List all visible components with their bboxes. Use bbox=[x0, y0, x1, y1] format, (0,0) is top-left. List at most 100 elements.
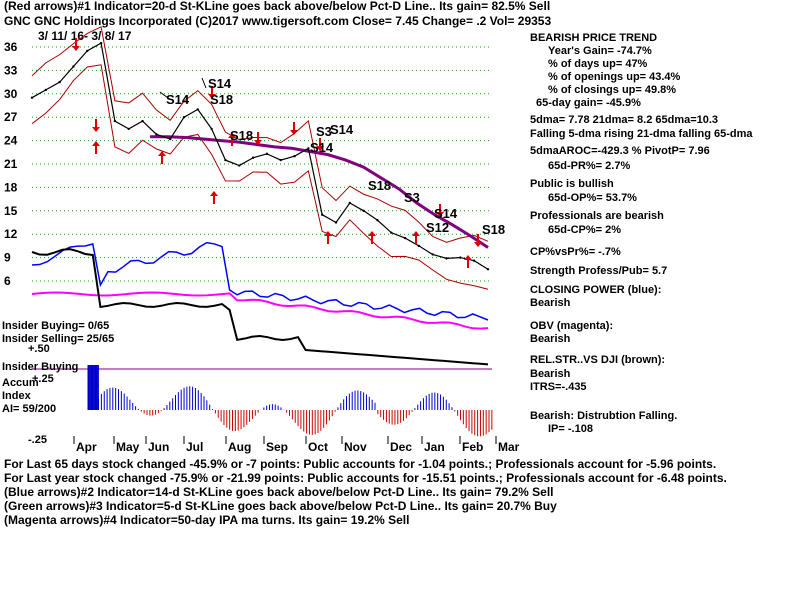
falling-line: Falling 5-dma rising 21-dma falling 65-d… bbox=[530, 128, 753, 140]
plus50-label: +.50 bbox=[28, 343, 50, 355]
price-point bbox=[141, 119, 144, 123]
price-point bbox=[113, 119, 117, 123]
index-label: Index bbox=[2, 390, 31, 402]
price-point bbox=[127, 127, 130, 131]
x-tick-label: Jul bbox=[186, 440, 203, 454]
signal-arrow-head bbox=[158, 151, 166, 156]
closing-power-series bbox=[31, 241, 489, 321]
signal-arrow-head bbox=[412, 231, 420, 236]
y-tick-label: 6 bbox=[4, 274, 11, 288]
stat-line: Year's Gain= -74.7% bbox=[548, 45, 652, 57]
price-point bbox=[279, 158, 282, 162]
price-point bbox=[238, 164, 241, 167]
x-tick-label: Feb bbox=[462, 440, 483, 454]
obv-value: Bearish bbox=[530, 333, 571, 345]
lower-band bbox=[31, 64, 489, 290]
strength-line: Strength Profess/Pub= 5.7 bbox=[530, 265, 668, 277]
obv-line bbox=[31, 291, 489, 330]
signal-arrow-head bbox=[290, 130, 298, 135]
ma-series bbox=[150, 135, 489, 249]
signal-pointer bbox=[201, 77, 207, 89]
price-point bbox=[472, 259, 476, 262]
indicator-2-text: (Blue arrows)#2 Indicator=14-d St-KLine … bbox=[4, 485, 554, 499]
op-line: 65d-OP%= 53.7% bbox=[548, 192, 637, 204]
x-tick-label: Sep bbox=[266, 440, 288, 454]
signal-label: S14 bbox=[310, 140, 334, 155]
signal-arrow-head bbox=[92, 141, 100, 146]
y-tick-label: 18 bbox=[4, 180, 18, 194]
signal-arrow-head bbox=[436, 212, 444, 217]
price-point bbox=[265, 152, 269, 156]
signal-label: S3 bbox=[316, 124, 332, 139]
trend-title: BEARISH PRICE TREND bbox=[530, 32, 658, 44]
price-line bbox=[30, 41, 490, 271]
price-point bbox=[459, 256, 462, 259]
stat-line: % of closings up= 49.8% bbox=[548, 84, 677, 96]
y-tick-label: 12 bbox=[4, 227, 18, 241]
pros-line: Professionals are bearish bbox=[530, 210, 664, 222]
y-tick-label: 33 bbox=[4, 63, 18, 77]
price-series bbox=[31, 42, 489, 270]
price-point bbox=[30, 96, 34, 99]
public-line: Public is bullish bbox=[530, 178, 614, 190]
closing-power-line bbox=[31, 241, 489, 321]
price-point bbox=[445, 257, 448, 260]
stat-line: % of days up= 47% bbox=[548, 58, 648, 70]
closing-power-value: Bearish bbox=[530, 297, 571, 309]
signal-arrow-head bbox=[228, 133, 236, 138]
price-point bbox=[168, 137, 172, 141]
signal-arrow-head bbox=[210, 191, 218, 196]
x-tick-label: Nov bbox=[344, 440, 367, 454]
price-point bbox=[72, 65, 75, 68]
signal-label: S3 bbox=[404, 190, 420, 205]
date-range: 3/ 11/ 16- 3/ 8/ 17 bbox=[38, 29, 132, 43]
cp-line: 65d-CP%= 2% bbox=[548, 224, 622, 236]
itrs-line: ITRS=-.435 bbox=[530, 381, 587, 393]
pr-line: 65d-PR%= 2.7% bbox=[548, 160, 631, 172]
y-tick-label: 15 bbox=[4, 204, 18, 218]
indicator-3-text: (Green arrows)#3 Indicator=5-d St-KLine … bbox=[4, 499, 557, 513]
x-tick-label: Apr bbox=[76, 440, 97, 454]
price-point bbox=[431, 253, 434, 256]
stat-line: 65-day gain= -45.9% bbox=[536, 97, 641, 109]
signal-arrow-head bbox=[368, 231, 376, 236]
stock-title: GNC GNC Holdings Incorporated (C)2017 ww… bbox=[4, 14, 552, 28]
x-axis-labels: Apr May Jun Jul Aug Sep Oct Nov Dec Jan Feb Mar bbox=[73, 436, 520, 454]
signal-arrow-head bbox=[464, 255, 472, 260]
minus25-label: -.25 bbox=[28, 434, 47, 446]
price-point bbox=[224, 158, 227, 162]
moving-average bbox=[150, 135, 489, 249]
price-point bbox=[334, 221, 338, 224]
price-point bbox=[210, 127, 213, 131]
x-tick-label: Jan bbox=[424, 440, 445, 454]
signal-label: S14 bbox=[208, 76, 232, 91]
relative-strength-line bbox=[31, 248, 489, 366]
insider-buying-label: Insider Buying bbox=[2, 361, 79, 373]
price-point bbox=[293, 155, 296, 158]
ip-line: IP= -.108 bbox=[548, 423, 593, 435]
price-point bbox=[403, 236, 407, 240]
price-point bbox=[417, 244, 421, 248]
insider-buying: Insider Buying= 0/65 bbox=[2, 320, 110, 332]
price-bands bbox=[31, 26, 489, 290]
distribution-line: Bearish: Distrubtion Falling. bbox=[530, 410, 678, 422]
footer-year: For Last year stock changed -75.9% or -2… bbox=[4, 471, 727, 485]
price-point bbox=[196, 108, 200, 111]
closing-power-label: CLOSING POWER (blue): bbox=[530, 284, 662, 296]
price-point bbox=[58, 80, 61, 84]
signal-arrow-head bbox=[72, 46, 80, 51]
price-point bbox=[362, 209, 365, 212]
stat-line: % of openings up= 43.4% bbox=[548, 71, 681, 83]
y-tick-label: 36 bbox=[4, 40, 18, 54]
x-tick-label: Aug bbox=[228, 440, 251, 454]
upper-band bbox=[31, 26, 489, 243]
signal-arrow-head bbox=[474, 242, 482, 247]
signal-arrow-head bbox=[324, 231, 332, 236]
signal-label: S14 bbox=[330, 122, 354, 137]
aroc-line: 5dmaAROC=-429.3 % PivotP= 7.96 bbox=[530, 145, 710, 157]
insider-selling: Insider Selling= 25/65 bbox=[2, 333, 115, 345]
signal-arrow-head bbox=[208, 94, 216, 99]
signal-label: S12 bbox=[426, 220, 449, 235]
